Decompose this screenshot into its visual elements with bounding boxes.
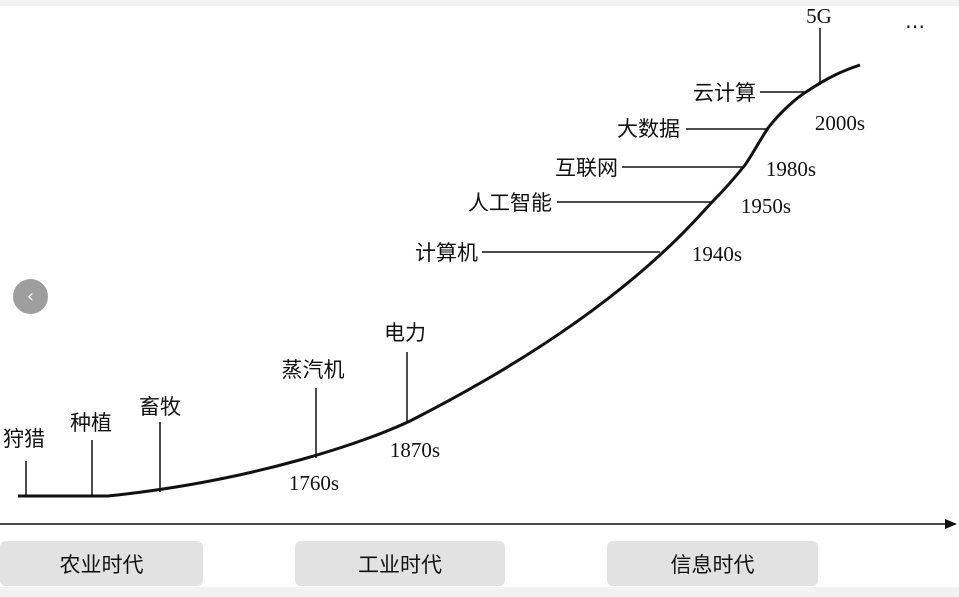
milestone-computer: 计算机 [415,241,478,265]
era-agricultural: 农业时代 [0,541,203,586]
more-icon[interactable]: ⋯ [905,14,926,38]
growth-curve [18,63,861,498]
milestone-hunting: 狩猎 [3,427,45,451]
era-information: 信息时代 [607,541,818,586]
top-edge [0,0,959,6]
year-cloud-computing: 2000s [815,111,865,135]
milestone-cloud-computing: 云计算 [693,81,756,105]
milestone-planting: 种植 [70,411,112,435]
milestone-steam-engine: 蒸汽机 [282,358,345,382]
year-electricity: 1870s [390,438,440,462]
year-computer: 1940s [692,242,742,266]
milestone-5g: 5G [806,4,832,28]
year-ai: 1950s [741,194,791,218]
year-internet: 1980s [766,157,816,181]
year-steam-engine: 1760s [289,471,339,495]
bottom-edge [0,587,959,597]
milestone-electricity: 电力 [384,321,426,345]
prev-button[interactable]: ‹ [13,279,48,314]
chevron-left-icon: ‹ [26,286,35,307]
milestone-husbandry: 畜牧 [139,395,181,419]
milestone-ai: 人工智能 [468,191,552,215]
era-industrial: 工业时代 [295,541,505,586]
milestone-internet: 互联网 [555,156,618,180]
milestone-big-data: 大数据 [617,117,680,141]
